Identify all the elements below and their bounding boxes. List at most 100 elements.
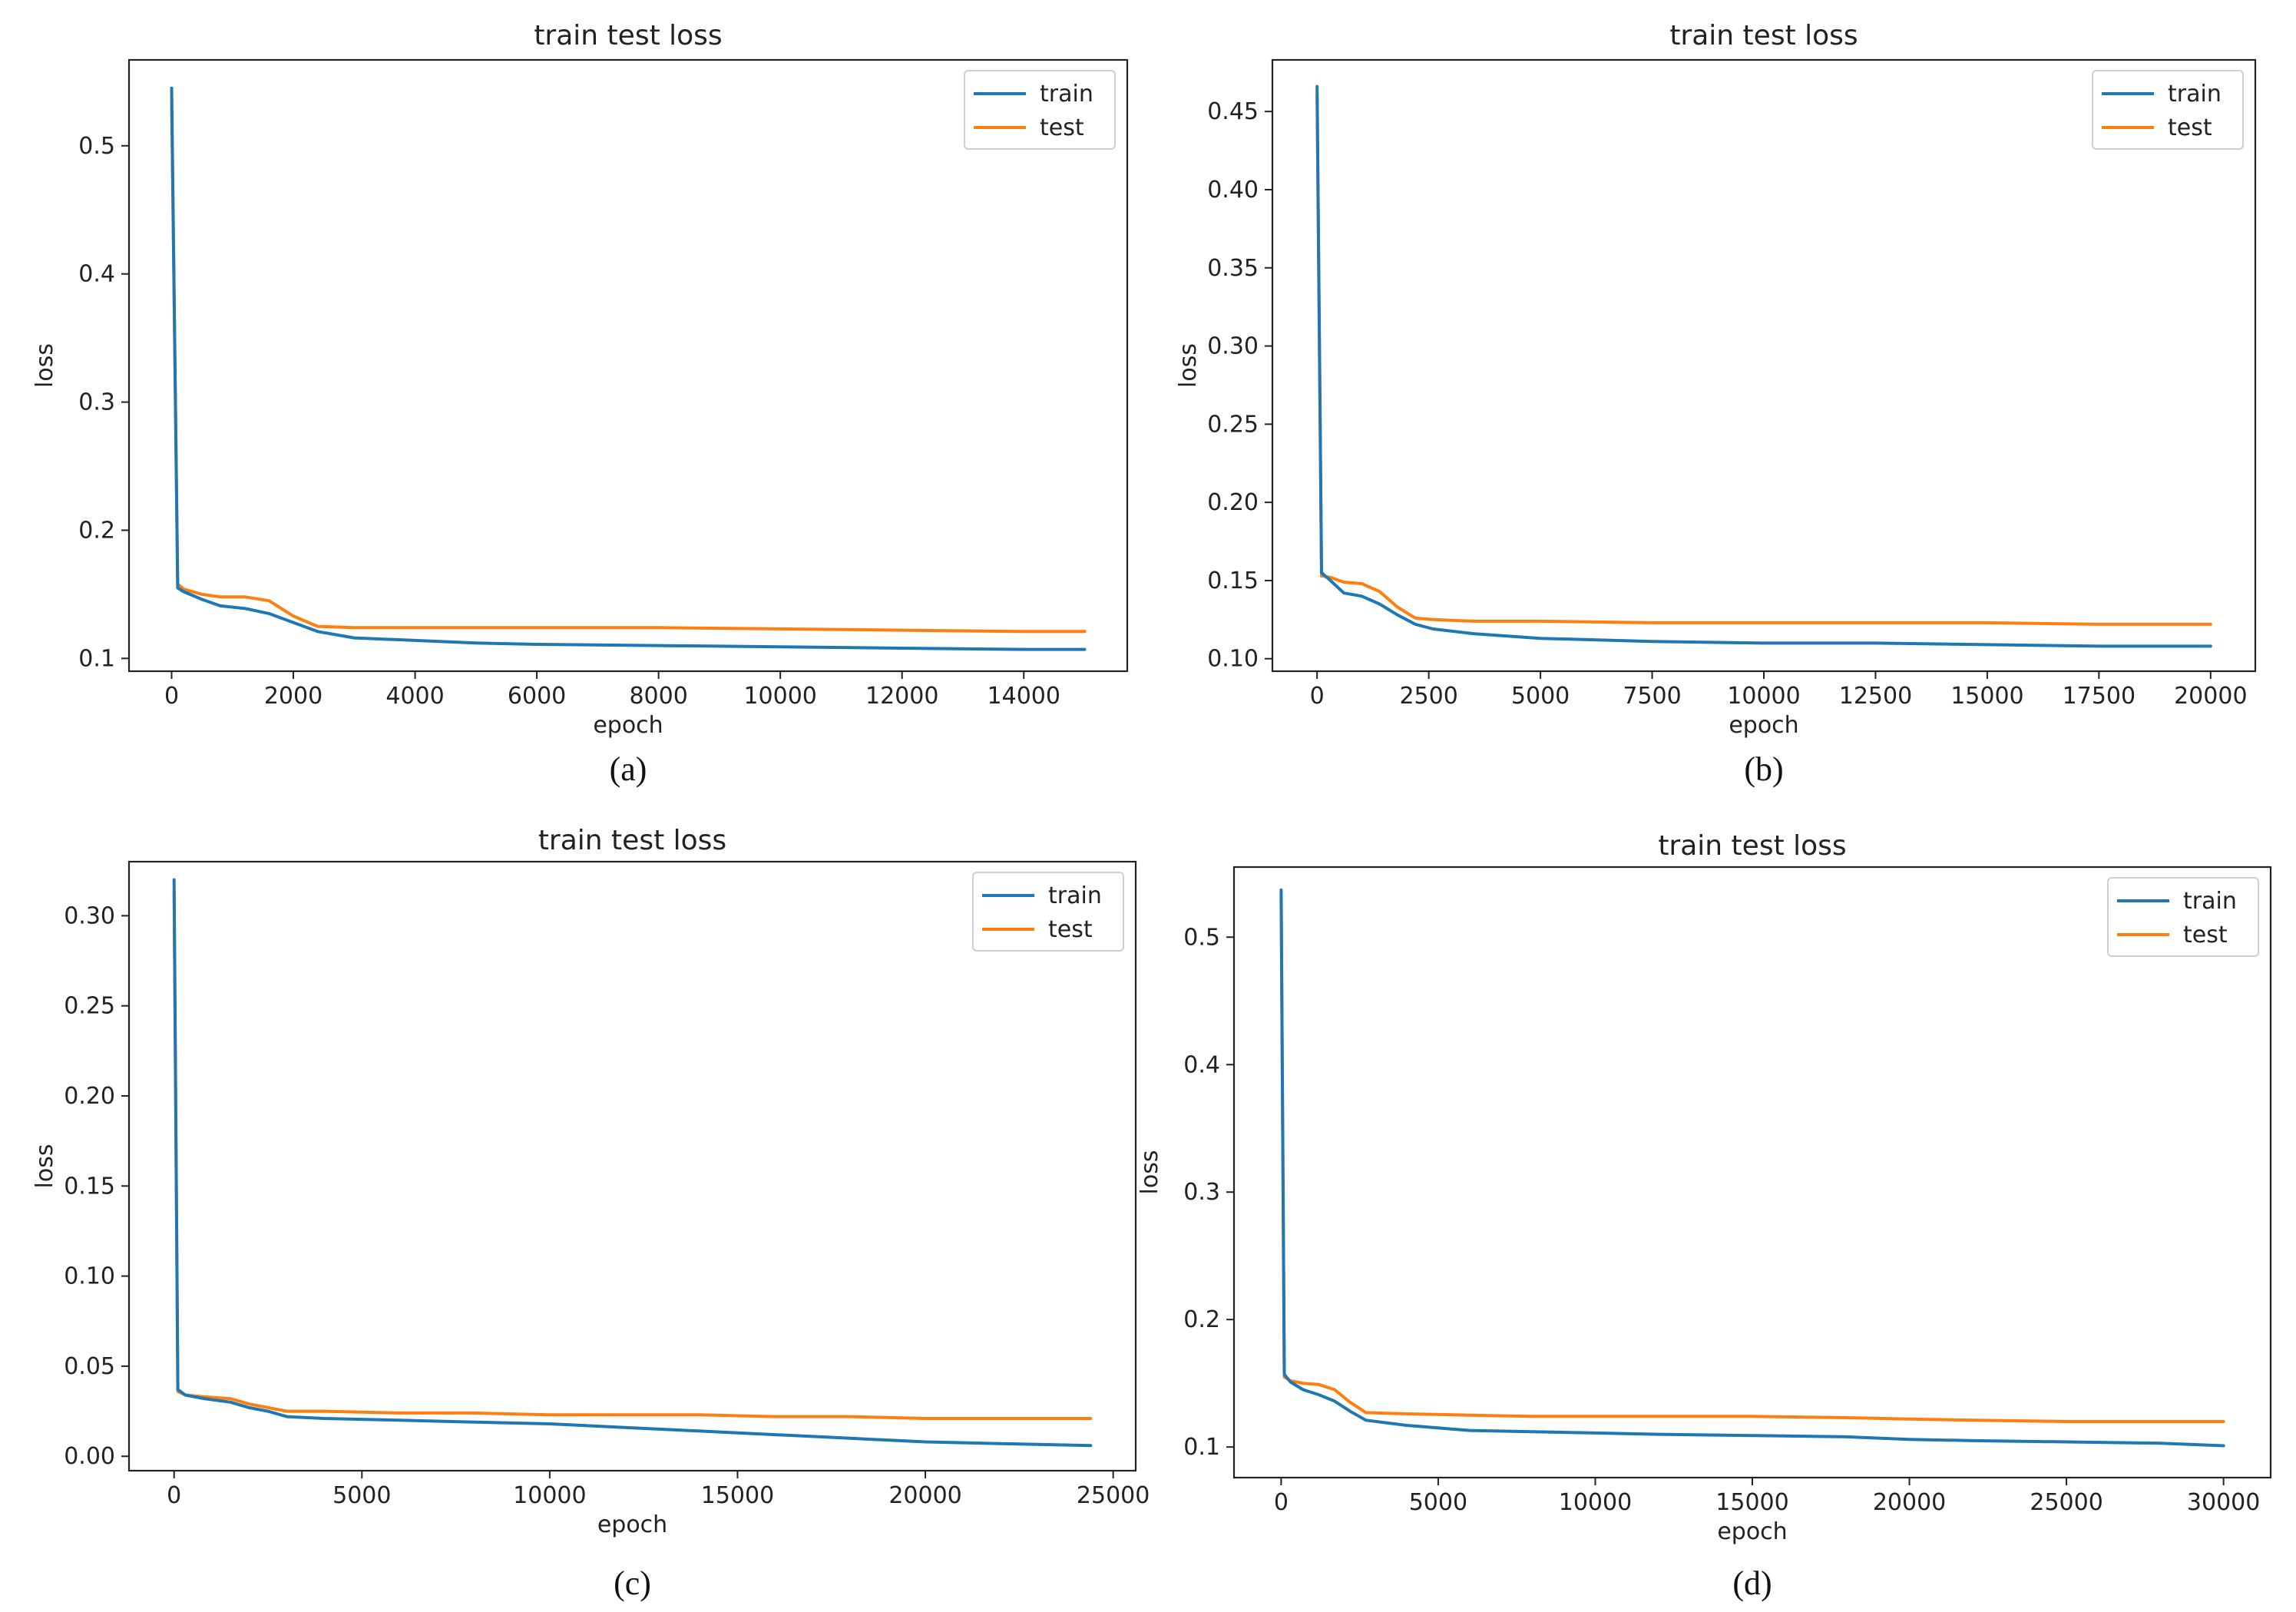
panel-c-x-tick-label: 25000	[1077, 1482, 1150, 1509]
panel-b-series-train-line	[1315, 84, 2212, 648]
panel-c-y-axis-label: loss	[31, 1144, 58, 1189]
panel-a-y-tick-label: 0.2	[78, 517, 115, 544]
panel-a-x-axis-label: epoch	[593, 712, 663, 739]
panel-d-x-tick-label: 25000	[2030, 1489, 2102, 1516]
panel-c-legend-label-train: train	[1048, 882, 1102, 909]
panel-a-x-tick-label: 8000	[629, 683, 687, 710]
panel-b-x-tick-label: 12500	[1839, 683, 1912, 710]
panel-d-legend: train test	[2107, 877, 2259, 957]
panel-a-y-tick-label: 0.5	[78, 133, 115, 160]
panel-b-legend-box	[2092, 70, 2244, 150]
panel-d-y-axis-label: loss	[1136, 1150, 1163, 1195]
panel-a-y-tick-label: 0.3	[78, 389, 115, 416]
panel-c-plot-frame	[127, 860, 1137, 1472]
panel-a-y-tick-label: 0.4	[78, 261, 115, 288]
panel-d-legend-label-train: train	[2183, 888, 2237, 915]
panel-d-legend-label-test: test	[2183, 922, 2228, 948]
panel-b-x-tick-label: 15000	[1950, 683, 2023, 710]
panel-a-legend: train test	[964, 70, 1116, 150]
panel-a-series-train-line	[170, 86, 1087, 651]
panel-b-y-tick-label: 0.40	[1207, 177, 1259, 204]
panel-c-y-tick-label: 0.25	[64, 993, 115, 1020]
panel-c-y-tick-label: 0.15	[64, 1173, 115, 1200]
panel-c-legend-box	[972, 872, 1124, 952]
panel-b-y-tick-label: 0.20	[1207, 489, 1259, 516]
panel-c-legend: train test	[972, 872, 1124, 952]
panel-a-series-test-line	[170, 97, 1087, 634]
panel-a-title: train test loss	[534, 20, 722, 51]
panel-d-x-tick-label: 0	[1274, 1489, 1289, 1516]
panel-d-y-tick-label: 0.1	[1183, 1434, 1220, 1461]
panel-c-title: train test loss	[538, 825, 726, 856]
panel-d-title: train test loss	[1658, 830, 1846, 862]
panel-b-x-tick-label: 17500	[2063, 683, 2136, 710]
panel-b-x-tick-label: 7500	[1623, 683, 1681, 710]
panel-a-legend-label-train: train	[1040, 81, 1093, 108]
panel-b-x-tick-label: 10000	[1727, 683, 1800, 710]
panel-a-x-tick-label: 10000	[743, 683, 816, 710]
panel-d-series-group	[1279, 888, 2225, 1448]
panel-c-y-tick-label: 0.30	[64, 902, 115, 929]
panel-d-y-tick-label: 0.4	[1183, 1051, 1220, 1078]
panel-d-x-axis-label: epoch	[1717, 1518, 1787, 1545]
panel-d-x-tick-label: 20000	[1873, 1489, 1946, 1516]
panel-b-caption: (b)	[1744, 750, 1783, 788]
panel-c-y-tick-label: 0.10	[64, 1263, 115, 1290]
panel-c-series-group	[172, 878, 1093, 1448]
panel-a-plot-frame	[127, 58, 1129, 673]
panel-c-series-train-line	[172, 878, 1093, 1448]
panel-b-y-tick-label: 0.25	[1207, 411, 1259, 438]
panel-c-y-tick-label: 0.20	[64, 1083, 115, 1110]
panel-c: train test loss 0 5000 10000 15000 20000 25000…	[31, 825, 1150, 1602]
panel-a-legend-label-test: test	[1040, 114, 1084, 141]
panel-b-legend: train test	[2092, 70, 2244, 150]
panel-d-series-train-line	[1279, 888, 2225, 1448]
panel-d-x-tick-label: 5000	[1409, 1489, 1467, 1516]
panel-b-y-tick-label: 0.15	[1207, 568, 1259, 594]
panel-b-x-tick-label: 2500	[1399, 683, 1457, 710]
panel-c-caption: (c)	[614, 1564, 651, 1602]
panel-c-x-axis-label: epoch	[597, 1511, 667, 1538]
panel-b-legend-label-train: train	[2168, 81, 2222, 108]
panel-c-x-tick-label: 10000	[513, 1482, 586, 1509]
panel-d-series-test-line	[1279, 897, 2225, 1423]
panel-d-y-tick-label: 0.2	[1183, 1306, 1220, 1333]
panel-c-y-tick-label: 0.00	[64, 1443, 115, 1470]
panel-b-y-tick-label: 0.30	[1207, 333, 1259, 360]
panel-d-caption: (d)	[1732, 1564, 1772, 1602]
panel-b-title: train test loss	[1669, 20, 1858, 51]
panel-b-x-tick-label: 20000	[2174, 683, 2247, 710]
panel-c-y-tick-label: 0.05	[64, 1353, 115, 1380]
panel-d-x-tick-label: 10000	[1559, 1489, 1632, 1516]
panel-a-caption: (a)	[610, 750, 647, 788]
panel-d-y-tick-label: 0.3	[1183, 1179, 1220, 1206]
panel-a: train test loss 0 2000 4000 6000 8000 10000 120…	[31, 20, 1129, 788]
panel-d-x-tick-label: 15000	[1715, 1489, 1788, 1516]
panel-b-y-tick-label: 0.10	[1207, 646, 1259, 673]
panel-d-y-tick-label: 0.5	[1183, 924, 1220, 951]
panel-c-x-tick-label: 5000	[332, 1482, 391, 1509]
panel-a-x-tick-label: 6000	[508, 683, 566, 710]
panel-c-series-test-line	[172, 890, 1093, 1420]
panel-a-y-tick-label: 0.1	[78, 645, 115, 672]
panel-a-legend-box	[964, 70, 1116, 150]
panel-a-x-tick-label: 4000	[385, 683, 444, 710]
panel-b-y-tick-label: 0.35	[1207, 255, 1259, 282]
panel-d-legend-box	[2107, 877, 2259, 957]
panel-c-x-tick-label: 0	[167, 1482, 181, 1509]
panel-b-x-tick-label: 0	[1310, 683, 1325, 710]
panel-a-series-group	[170, 86, 1087, 651]
panel-a-y-axis-label: loss	[31, 343, 58, 388]
panel-d: train test loss 0 5000 10000 15000 20000 25000…	[1136, 830, 2272, 1602]
panel-c-legend-label-test: test	[1048, 916, 1093, 943]
panel-b-series-test-line	[1315, 94, 2212, 626]
panel-b-y-axis-label: loss	[1175, 343, 1202, 388]
panel-b-y-tick-label: 0.45	[1207, 98, 1259, 125]
panel-b-x-tick-label: 5000	[1511, 683, 1570, 710]
panel-c-x-tick-label: 20000	[888, 1482, 961, 1509]
panel-a-x-tick-label: 0	[164, 683, 179, 710]
panel-a-x-tick-label: 2000	[264, 683, 323, 710]
panel-b: train test loss 0 2500 5000 7500 10000 12500 15…	[1175, 20, 2257, 788]
